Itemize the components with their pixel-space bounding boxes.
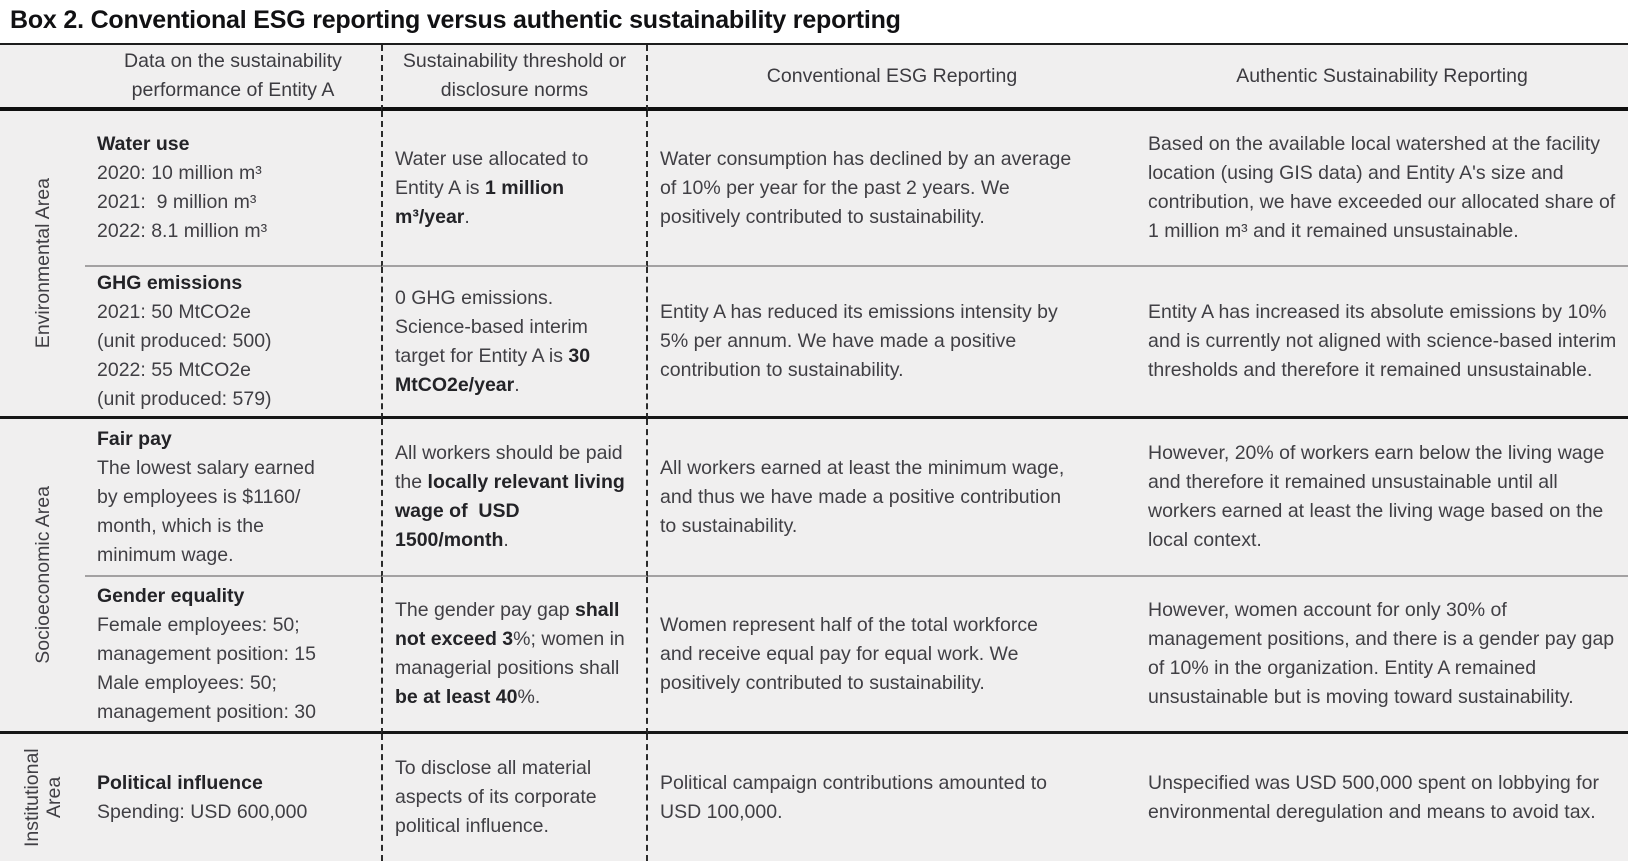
metric-data-lines: The lowest salary earned by employees is …: [97, 456, 315, 566]
conventional-text: Women represent half of the total workfo…: [660, 613, 1044, 694]
conventional-text: All workers earned at least the minimum …: [660, 456, 1070, 537]
metric-cell-gender-equality: Gender equality Female employees: 50; man…: [85, 577, 381, 734]
conventional-text: Entity A has reduced its emissions inten…: [660, 301, 1064, 381]
area-label-institutional-text: Institutional Area: [20, 748, 65, 847]
metric-cell-ghg-emissions: GHG emissions 2021: 50 MtCO2e (unit produ…: [85, 267, 381, 419]
threshold-cell-political-influence: To disclose all material aspects of its …: [381, 734, 648, 861]
authentic-text: However, women account for only 30% of m…: [1148, 599, 1620, 708]
conventional-cell-gender-equality: Women represent half of the total workfo…: [648, 577, 1136, 734]
threshold-cell-water-use: Water use allocated to Entity A is 1 mil…: [381, 111, 648, 267]
area-label-socioeconomic: Socioeconomic Area: [0, 419, 85, 734]
area-label-socioeconomic-text: Socioeconomic Area: [31, 486, 54, 664]
metric-title: Water use: [97, 133, 190, 155]
authentic-text: Entity A has increased its absolute emis…: [1148, 301, 1622, 381]
conventional-cell-political-influence: Political campaign contributions amounte…: [648, 734, 1136, 861]
metric-title: Political influence: [97, 771, 263, 794]
threshold-cell-ghg-emissions: 0 GHG emissions. Science-based interim t…: [381, 267, 648, 419]
conventional-cell-ghg-emissions: Entity A has reduced its emissions inten…: [648, 267, 1136, 419]
metric-cell-political-influence: Political influence Spending: USD 600,00…: [85, 734, 381, 861]
metric-cell-fair-pay: Fair pay The lowest salary earned by empl…: [85, 419, 381, 577]
metric-title: GHG emissions: [97, 272, 243, 294]
conventional-cell-water-use: Water consumption has declined by an ave…: [648, 111, 1136, 267]
authentic-text: Based on the available local watershed a…: [1148, 133, 1621, 242]
metric-data-lines: Female employees: 50; management position…: [97, 613, 316, 723]
header-empty-cell: [0, 45, 85, 111]
threshold-cell-fair-pay: All workers should be paid the locally r…: [381, 419, 648, 577]
area-label-environmental: Environmental Area: [0, 111, 85, 419]
authentic-cell-ghg-emissions: Entity A has increased its absolute emis…: [1136, 267, 1628, 419]
metric-title: Gender equality: [97, 584, 245, 607]
threshold-cell-gender-equality: The gender pay gap shall not exceed 3%; …: [381, 577, 648, 734]
authentic-text: However, 20% of workers earn below the l…: [1148, 442, 1610, 551]
header-conventional-column: Conventional ESG Reporting: [648, 45, 1136, 111]
conventional-cell-fair-pay: All workers earned at least the minimum …: [648, 419, 1136, 577]
metric-cell-water-use: Water use 2020: 10 million m³ 2021: 9 mil…: [85, 111, 381, 267]
authentic-text: Unspecified was USD 500,000 spent on lob…: [1148, 771, 1605, 823]
area-label-institutional: Institutional Area: [0, 734, 85, 861]
header-authentic-column: Authentic Sustainability Reporting: [1136, 45, 1628, 111]
authentic-cell-gender-equality: However, women account for only 30% of m…: [1136, 577, 1628, 734]
metric-title: Fair pay: [97, 427, 172, 450]
conventional-text: Political campaign contributions amounte…: [660, 771, 1053, 823]
metric-data-lines: 2021: 50 MtCO2e (unit produced: 500) 2022:…: [97, 301, 272, 410]
authentic-cell-water-use: Based on the available local watershed a…: [1136, 111, 1628, 267]
area-label-environmental-text: Environmental Area: [31, 178, 54, 349]
header-data-column: Data on the sustainability performance o…: [85, 45, 381, 111]
authentic-cell-political-influence: Unspecified was USD 500,000 spent on lob…: [1136, 734, 1628, 861]
conventional-text: Water consumption has declined by an ave…: [660, 147, 1077, 228]
metric-data-lines: Spending: USD 600,000: [97, 800, 308, 823]
header-threshold-column: Sustainability threshold or disclosure n…: [381, 45, 648, 111]
metric-data-lines: 2020: 10 million m³ 2021: 9 million m³ 202…: [97, 162, 268, 242]
figure-title: Box 2. Conventional ESG reporting versus…: [0, 0, 1628, 45]
authentic-cell-fair-pay: However, 20% of workers earn below the l…: [1136, 419, 1628, 577]
